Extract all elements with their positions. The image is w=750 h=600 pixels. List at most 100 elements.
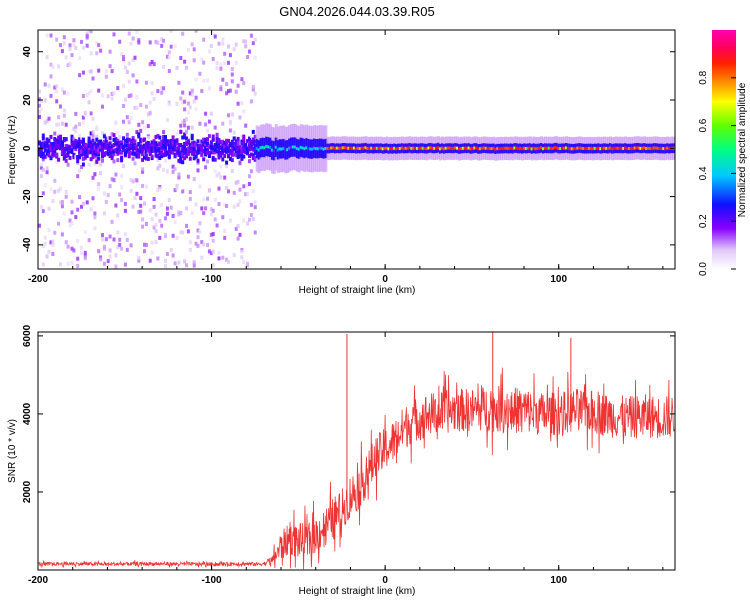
spectrogram-cell bbox=[288, 146, 292, 150]
spectrogram-cell bbox=[102, 145, 106, 150]
spectrogram-cell bbox=[524, 147, 528, 150]
spectrogram-cell bbox=[99, 255, 103, 260]
spectrogram-cell bbox=[171, 150, 175, 155]
spectrogram-cell bbox=[150, 240, 154, 245]
spectrogram-cell bbox=[223, 51, 227, 56]
spectrogram-cell bbox=[248, 143, 251, 148]
spectrogram-cell bbox=[135, 79, 139, 84]
spectrogram-cell bbox=[227, 60, 230, 65]
spectrogram-cell bbox=[666, 146, 670, 150]
spectrogram-cell bbox=[356, 146, 360, 150]
spectrogram-cell bbox=[64, 240, 68, 245]
spectrogram-cell bbox=[78, 56, 82, 61]
spectrogram-cell bbox=[141, 145, 145, 150]
spectrogram-cell bbox=[206, 78, 209, 83]
spectrogram-cell bbox=[160, 86, 164, 91]
spectrogram-cell bbox=[95, 134, 99, 139]
spectrogram-cell bbox=[190, 136, 194, 141]
spectrogram-cell bbox=[246, 55, 250, 59]
spectrogram-cell bbox=[433, 146, 437, 150]
spectrogram-cell bbox=[120, 198, 124, 203]
spectrogram-cell bbox=[393, 146, 397, 150]
spectrogram-cell bbox=[188, 156, 192, 161]
spectrogram-cell bbox=[64, 144, 68, 149]
spectrogram-cell bbox=[444, 146, 448, 150]
spectrogram-cell bbox=[339, 146, 343, 150]
spectrogram-cell bbox=[249, 143, 253, 148]
spectrogram-cell bbox=[127, 31, 131, 36]
spectrogram-cell bbox=[173, 139, 177, 144]
spectrogram-cell bbox=[181, 160, 185, 165]
spectrogram-cell bbox=[183, 145, 187, 150]
spectrogram-cell bbox=[227, 146, 230, 151]
spectrogram-cell bbox=[120, 52, 124, 57]
spectrogram-cell bbox=[53, 146, 57, 151]
spectrogram-cell bbox=[517, 147, 521, 151]
spectrogram-cell bbox=[631, 146, 635, 150]
spectrogram-cell bbox=[148, 111, 152, 116]
spectrogram-cell bbox=[70, 134, 74, 139]
spectrogram-cell bbox=[112, 91, 116, 95]
spectrogram-cell bbox=[217, 150, 221, 155]
spectrogram-cell bbox=[152, 225, 156, 230]
spectrogram-cell bbox=[162, 38, 166, 43]
spectrogram-cell bbox=[185, 152, 188, 157]
spectrogram-cell bbox=[221, 150, 225, 155]
spectrogram-cell bbox=[215, 141, 219, 146]
spectrogram-cell bbox=[89, 140, 93, 145]
spectrogram-cell bbox=[173, 188, 177, 193]
spectrogram-cell bbox=[177, 260, 181, 265]
spectrogram-cell bbox=[179, 123, 183, 128]
spectrogram-cell bbox=[192, 58, 196, 63]
spectrogram-cell bbox=[62, 138, 66, 143]
spectrogram-cell bbox=[179, 56, 183, 60]
spectrogram-cell bbox=[211, 238, 215, 243]
spectrogram-cell bbox=[372, 147, 376, 151]
spectrogram-cell bbox=[206, 159, 209, 164]
spectrogram-cell bbox=[225, 204, 229, 208]
spectrogram-cell bbox=[253, 200, 257, 205]
spectrogram-cell bbox=[561, 146, 565, 150]
spectrogram-cell bbox=[225, 140, 229, 145]
spectrogram-cell bbox=[91, 138, 95, 143]
spectrogram-cell bbox=[230, 139, 234, 144]
spectrogram-cell bbox=[236, 151, 240, 156]
spectrogram-cell bbox=[139, 145, 143, 150]
spectrogram-cell bbox=[505, 146, 509, 150]
spectrogram-cell bbox=[45, 254, 49, 259]
spectrogram-cell bbox=[521, 147, 524, 151]
spectrogram-cell bbox=[498, 147, 502, 151]
spectrogram-cell bbox=[207, 150, 211, 155]
spectrogram-cell bbox=[55, 138, 59, 143]
spectrogram-cell bbox=[51, 199, 55, 203]
spectrogram-cell bbox=[385, 146, 389, 150]
spectrogram-cell bbox=[51, 142, 55, 146]
spectrogram-cell bbox=[49, 74, 53, 79]
spectrogram-cell bbox=[49, 144, 53, 149]
spectrogram-cell bbox=[438, 147, 442, 151]
spectrogram-cell bbox=[217, 171, 221, 176]
spectrogram-cell bbox=[242, 39, 246, 44]
spectrogram-cell bbox=[158, 151, 162, 156]
spectrogram-cell bbox=[87, 91, 91, 96]
spectrogram-cell bbox=[141, 224, 145, 229]
spectrogram-cell bbox=[185, 149, 188, 154]
spectrogram-cell bbox=[225, 185, 229, 190]
spectrogram-cell bbox=[200, 57, 204, 62]
spectrogram-cell bbox=[190, 133, 194, 138]
spectrogram-cell bbox=[227, 144, 230, 149]
spectrogram-cell bbox=[101, 146, 104, 151]
spectrogram-cell bbox=[219, 66, 223, 71]
spectrogram-cell bbox=[152, 146, 156, 151]
spectrogram-cell bbox=[309, 147, 313, 151]
spectrogram-cell bbox=[144, 80, 148, 85]
spectrogram-cell bbox=[38, 109, 41, 114]
spectrogram-cell bbox=[333, 146, 337, 150]
spectrogram-cell bbox=[179, 230, 183, 235]
spectrogram-x-tick-label: 100 bbox=[550, 274, 567, 285]
spectrogram-cell bbox=[95, 143, 99, 148]
spectrogram-cell bbox=[99, 147, 103, 152]
spectrogram-cell bbox=[39, 205, 43, 209]
spectrogram-cell bbox=[419, 146, 423, 150]
spectrogram-cell bbox=[89, 51, 93, 56]
